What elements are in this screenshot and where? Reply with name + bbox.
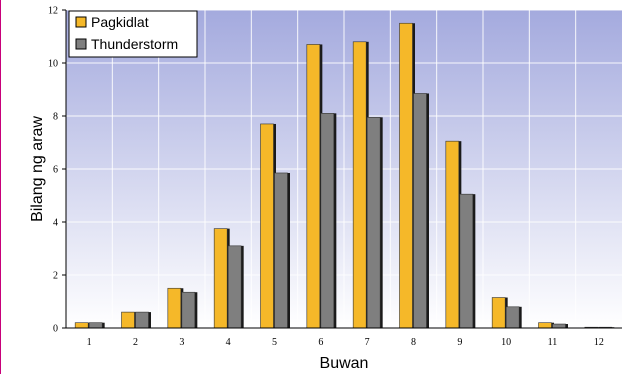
bar-pagkidlat-3 [167,287,182,329]
bar-thunderstorm-10 [505,306,520,329]
bar-pagkidlat-2 [121,311,135,329]
x-tick-label-12: 12 [594,337,604,348]
bar-thunderstorm-8 [413,93,427,329]
y-axis-title: Bilang ng araw [29,116,46,222]
y-tick-label-12: 12 [48,6,58,17]
bar-thunderstorm-2 [135,311,149,329]
bar-thunderstorm-7 [366,117,381,329]
bar-thunderstorm-4 [227,245,242,329]
page-border-line [0,0,1,374]
y-tick-label-6: 6 [53,165,58,176]
legend-label-thunderstorm: Thunderstorm [91,36,178,52]
x-tick-label-11: 11 [548,337,558,348]
bar-thunderstorm-5 [274,172,288,329]
x-tick-label-10: 10 [501,337,511,348]
bar-pagkidlat-11 [538,322,552,329]
y-tick-label-4: 4 [53,218,58,229]
x-tick-label-2: 2 [133,337,138,348]
y-tick-label-2: 2 [53,271,58,282]
bar-pagkidlat-10 [491,297,506,329]
y-tick-label-10: 10 [48,59,58,70]
bar-pagkidlat-7 [352,41,367,329]
legend-swatch-thunderstorm [75,38,87,50]
bar-pagkidlat-6 [306,44,321,329]
bar-pagkidlat-4 [213,228,228,329]
y-tick-label-0: 0 [53,324,58,335]
x-tick-label-9: 9 [457,337,462,348]
y-tick-label-8: 8 [53,112,58,123]
bar-thunderstorm-3 [181,291,196,329]
x-axis-title: Buwan [320,355,369,372]
bar-thunderstorm-9 [459,193,474,329]
x-tick-label-6: 6 [318,337,323,348]
bar-thunderstorm-1 [88,322,103,329]
x-tick-label-7: 7 [365,337,370,348]
x-tick-label-4: 4 [226,337,231,348]
bar-pagkidlat-1 [74,322,89,329]
x-tick-label-5: 5 [272,337,277,348]
legend-swatch-pagkidlat [75,16,87,28]
legend-label-pagkidlat: Pagkidlat [91,14,149,30]
x-tick-label-1: 1 [87,337,92,348]
bar-pagkidlat-5 [260,123,274,329]
x-tick-label-3: 3 [179,337,184,348]
x-tick-label-8: 8 [411,337,416,348]
bar-pagkidlat-8 [399,22,413,329]
legend-box [68,10,198,58]
bar-thunderstorm-11 [552,323,566,329]
legend: Pagkidlat Thunderstorm [68,10,198,58]
bar-thunderstorm-6 [320,113,335,329]
bar-pagkidlat-9 [445,140,460,329]
